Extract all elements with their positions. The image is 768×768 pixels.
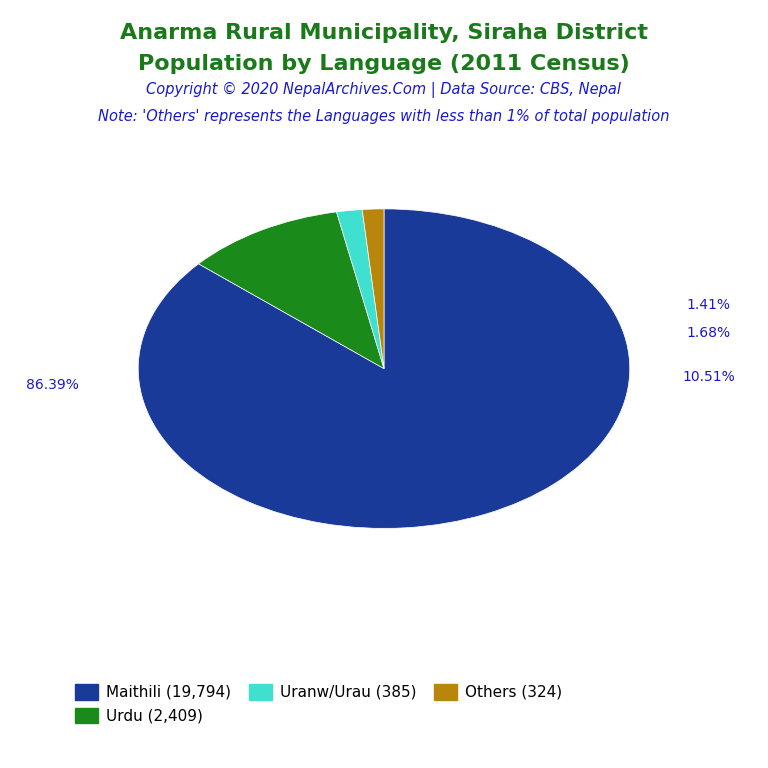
Text: Note: 'Others' represents the Languages with less than 1% of total population: Note: 'Others' represents the Languages … [98,109,670,124]
Text: 1.41%: 1.41% [687,298,730,312]
Wedge shape [362,209,384,369]
Legend: Maithili (19,794), Urdu (2,409), Uranw/Urau (385), Others (324): Maithili (19,794), Urdu (2,409), Uranw/U… [69,678,568,730]
Text: 10.51%: 10.51% [682,369,735,384]
Text: Copyright © 2020 NepalArchives.Com | Data Source: CBS, Nepal: Copyright © 2020 NepalArchives.Com | Dat… [147,82,621,98]
Text: 86.39%: 86.39% [26,378,78,392]
Wedge shape [199,212,384,369]
Ellipse shape [179,354,589,439]
Text: Anarma Rural Municipality, Siraha District: Anarma Rural Municipality, Siraha Distri… [120,23,648,43]
Text: Population by Language (2011 Census): Population by Language (2011 Census) [138,54,630,74]
Text: 1.68%: 1.68% [687,326,730,340]
Wedge shape [336,210,384,369]
Wedge shape [138,209,630,528]
